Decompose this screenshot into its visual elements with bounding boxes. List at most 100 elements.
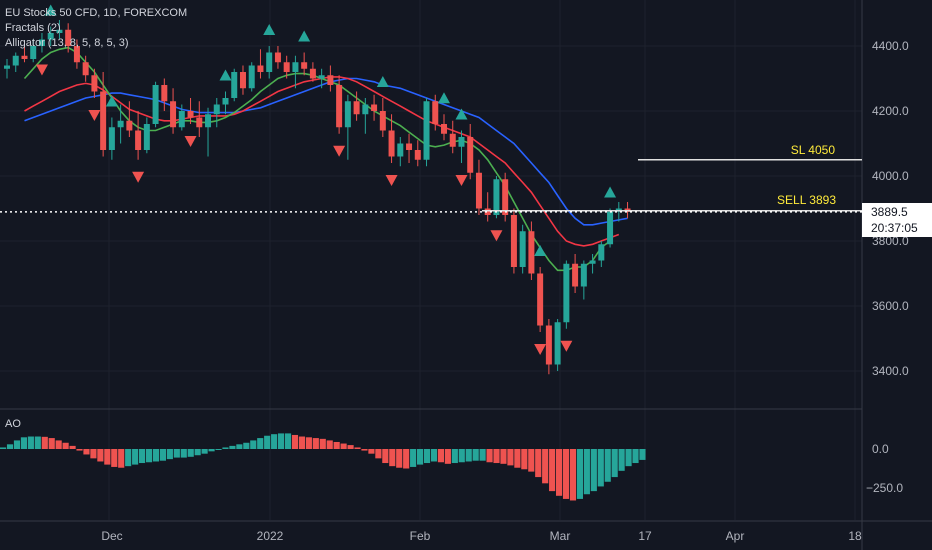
ao-bar — [493, 449, 500, 464]
indicator-fractals-label[interactable]: Fractals (2) — [5, 22, 61, 34]
ao-bar — [104, 449, 111, 465]
ao-bar — [368, 449, 375, 454]
indicator-alligator-label[interactable]: Alligator (13, 8, 5, 8, 5, 3) — [5, 37, 129, 49]
ao-bar — [507, 449, 514, 466]
candle-body — [344, 101, 351, 128]
fractal-down-marker — [455, 175, 468, 186]
ao-bar — [236, 444, 243, 449]
chart-title[interactable]: EU Stocks 50 CFD, 1D, FOREXCOM — [5, 7, 188, 19]
ao-bar — [187, 449, 194, 457]
candle-body — [161, 85, 168, 102]
ao-bar — [382, 449, 389, 464]
ao-histogram — [0, 433, 646, 501]
ao-bar — [83, 449, 90, 455]
candle-body — [519, 231, 526, 267]
y-tick-label: 3400.0 — [872, 364, 909, 378]
candle-body — [205, 114, 212, 128]
ao-bar — [222, 447, 229, 449]
candle-body — [309, 68, 316, 79]
candle-body — [607, 211, 614, 245]
ao-bar — [562, 449, 570, 499]
ao-bar — [472, 449, 479, 461]
fractal-up-marker — [219, 69, 232, 81]
candle-body — [327, 75, 334, 85]
candle-body — [274, 52, 281, 63]
ao-bar — [535, 449, 542, 478]
ao-bar — [152, 449, 160, 462]
candle-body — [283, 62, 290, 72]
ao-bar — [611, 449, 618, 478]
candle-body — [379, 111, 386, 131]
fractal-down-marker — [333, 145, 346, 157]
candle-body — [239, 72, 246, 89]
ao-bar — [132, 449, 139, 465]
ao-bar — [389, 449, 396, 467]
candle-body — [423, 101, 430, 160]
x-tick-label: Dec — [101, 529, 122, 543]
ao-bar — [514, 449, 521, 468]
alligator-jaw-line — [23, 46, 628, 272]
candle-body — [318, 75, 325, 79]
ao-bar — [465, 449, 472, 462]
candle-body — [336, 85, 343, 128]
ao-bar — [125, 449, 132, 467]
candle-body — [143, 124, 150, 150]
fractal-down-marker — [534, 344, 547, 355]
ao-bar — [41, 436, 48, 449]
ao-bar — [69, 445, 76, 449]
candle-body — [47, 33, 54, 40]
fractal-down-marker — [184, 136, 197, 147]
candle-body — [213, 104, 220, 115]
ao-bar — [48, 438, 55, 449]
ao-indicator-label[interactable]: AO — [5, 418, 21, 430]
candle-body — [528, 231, 535, 274]
candle-body — [187, 111, 194, 118]
ao-bar — [118, 449, 125, 468]
fractal-up-marker — [376, 76, 389, 87]
fractal-up-marker — [534, 245, 547, 256]
ao-bar — [319, 438, 326, 449]
x-tick-label: Feb — [410, 529, 431, 543]
candle-body — [510, 215, 517, 267]
candle-body — [170, 101, 177, 128]
ao-bar — [604, 449, 611, 482]
ao-bar — [13, 440, 21, 449]
ao-bar — [271, 434, 278, 449]
ao-bar — [180, 449, 187, 458]
ao-bar — [410, 449, 417, 467]
fractal-up-marker — [44, 4, 57, 16]
ao-bar — [326, 440, 333, 449]
candle-body — [73, 46, 80, 63]
ao-bar — [166, 449, 173, 460]
candle-body — [82, 62, 89, 76]
ao-bar — [278, 433, 285, 449]
x-tick-label: 2022 — [257, 529, 284, 543]
ao-bar — [97, 449, 104, 462]
candle-body — [38, 39, 45, 46]
candle-body — [397, 143, 404, 157]
candle-body — [449, 133, 456, 147]
y-tick-label: 4400.0 — [872, 39, 909, 53]
ao-bar — [20, 437, 27, 449]
ao-bar — [437, 449, 444, 463]
ao-bar — [590, 449, 597, 492]
ao-bar — [403, 449, 410, 469]
ao-bar — [284, 433, 292, 449]
ao-bar — [312, 438, 319, 449]
candle-body — [432, 101, 439, 124]
ao-y-tick-label: −250.0 — [866, 481, 903, 495]
fractal-up-marker — [604, 186, 617, 198]
fractal-down-marker — [132, 171, 145, 183]
x-tick-label: 17 — [638, 529, 652, 543]
candle-body — [135, 130, 142, 150]
ao-bar — [298, 436, 305, 449]
candle-body — [91, 75, 98, 92]
alligator-jaw — [24, 77, 628, 226]
ao-bar — [375, 449, 382, 459]
fractal-up-marker — [105, 95, 118, 107]
ao-bar — [62, 442, 69, 449]
candle-body — [248, 65, 255, 89]
ao-bar — [479, 449, 486, 461]
fractal-down-marker — [88, 110, 101, 121]
trade-annotations: SL 4050 SELL 3893 — [0, 143, 862, 213]
